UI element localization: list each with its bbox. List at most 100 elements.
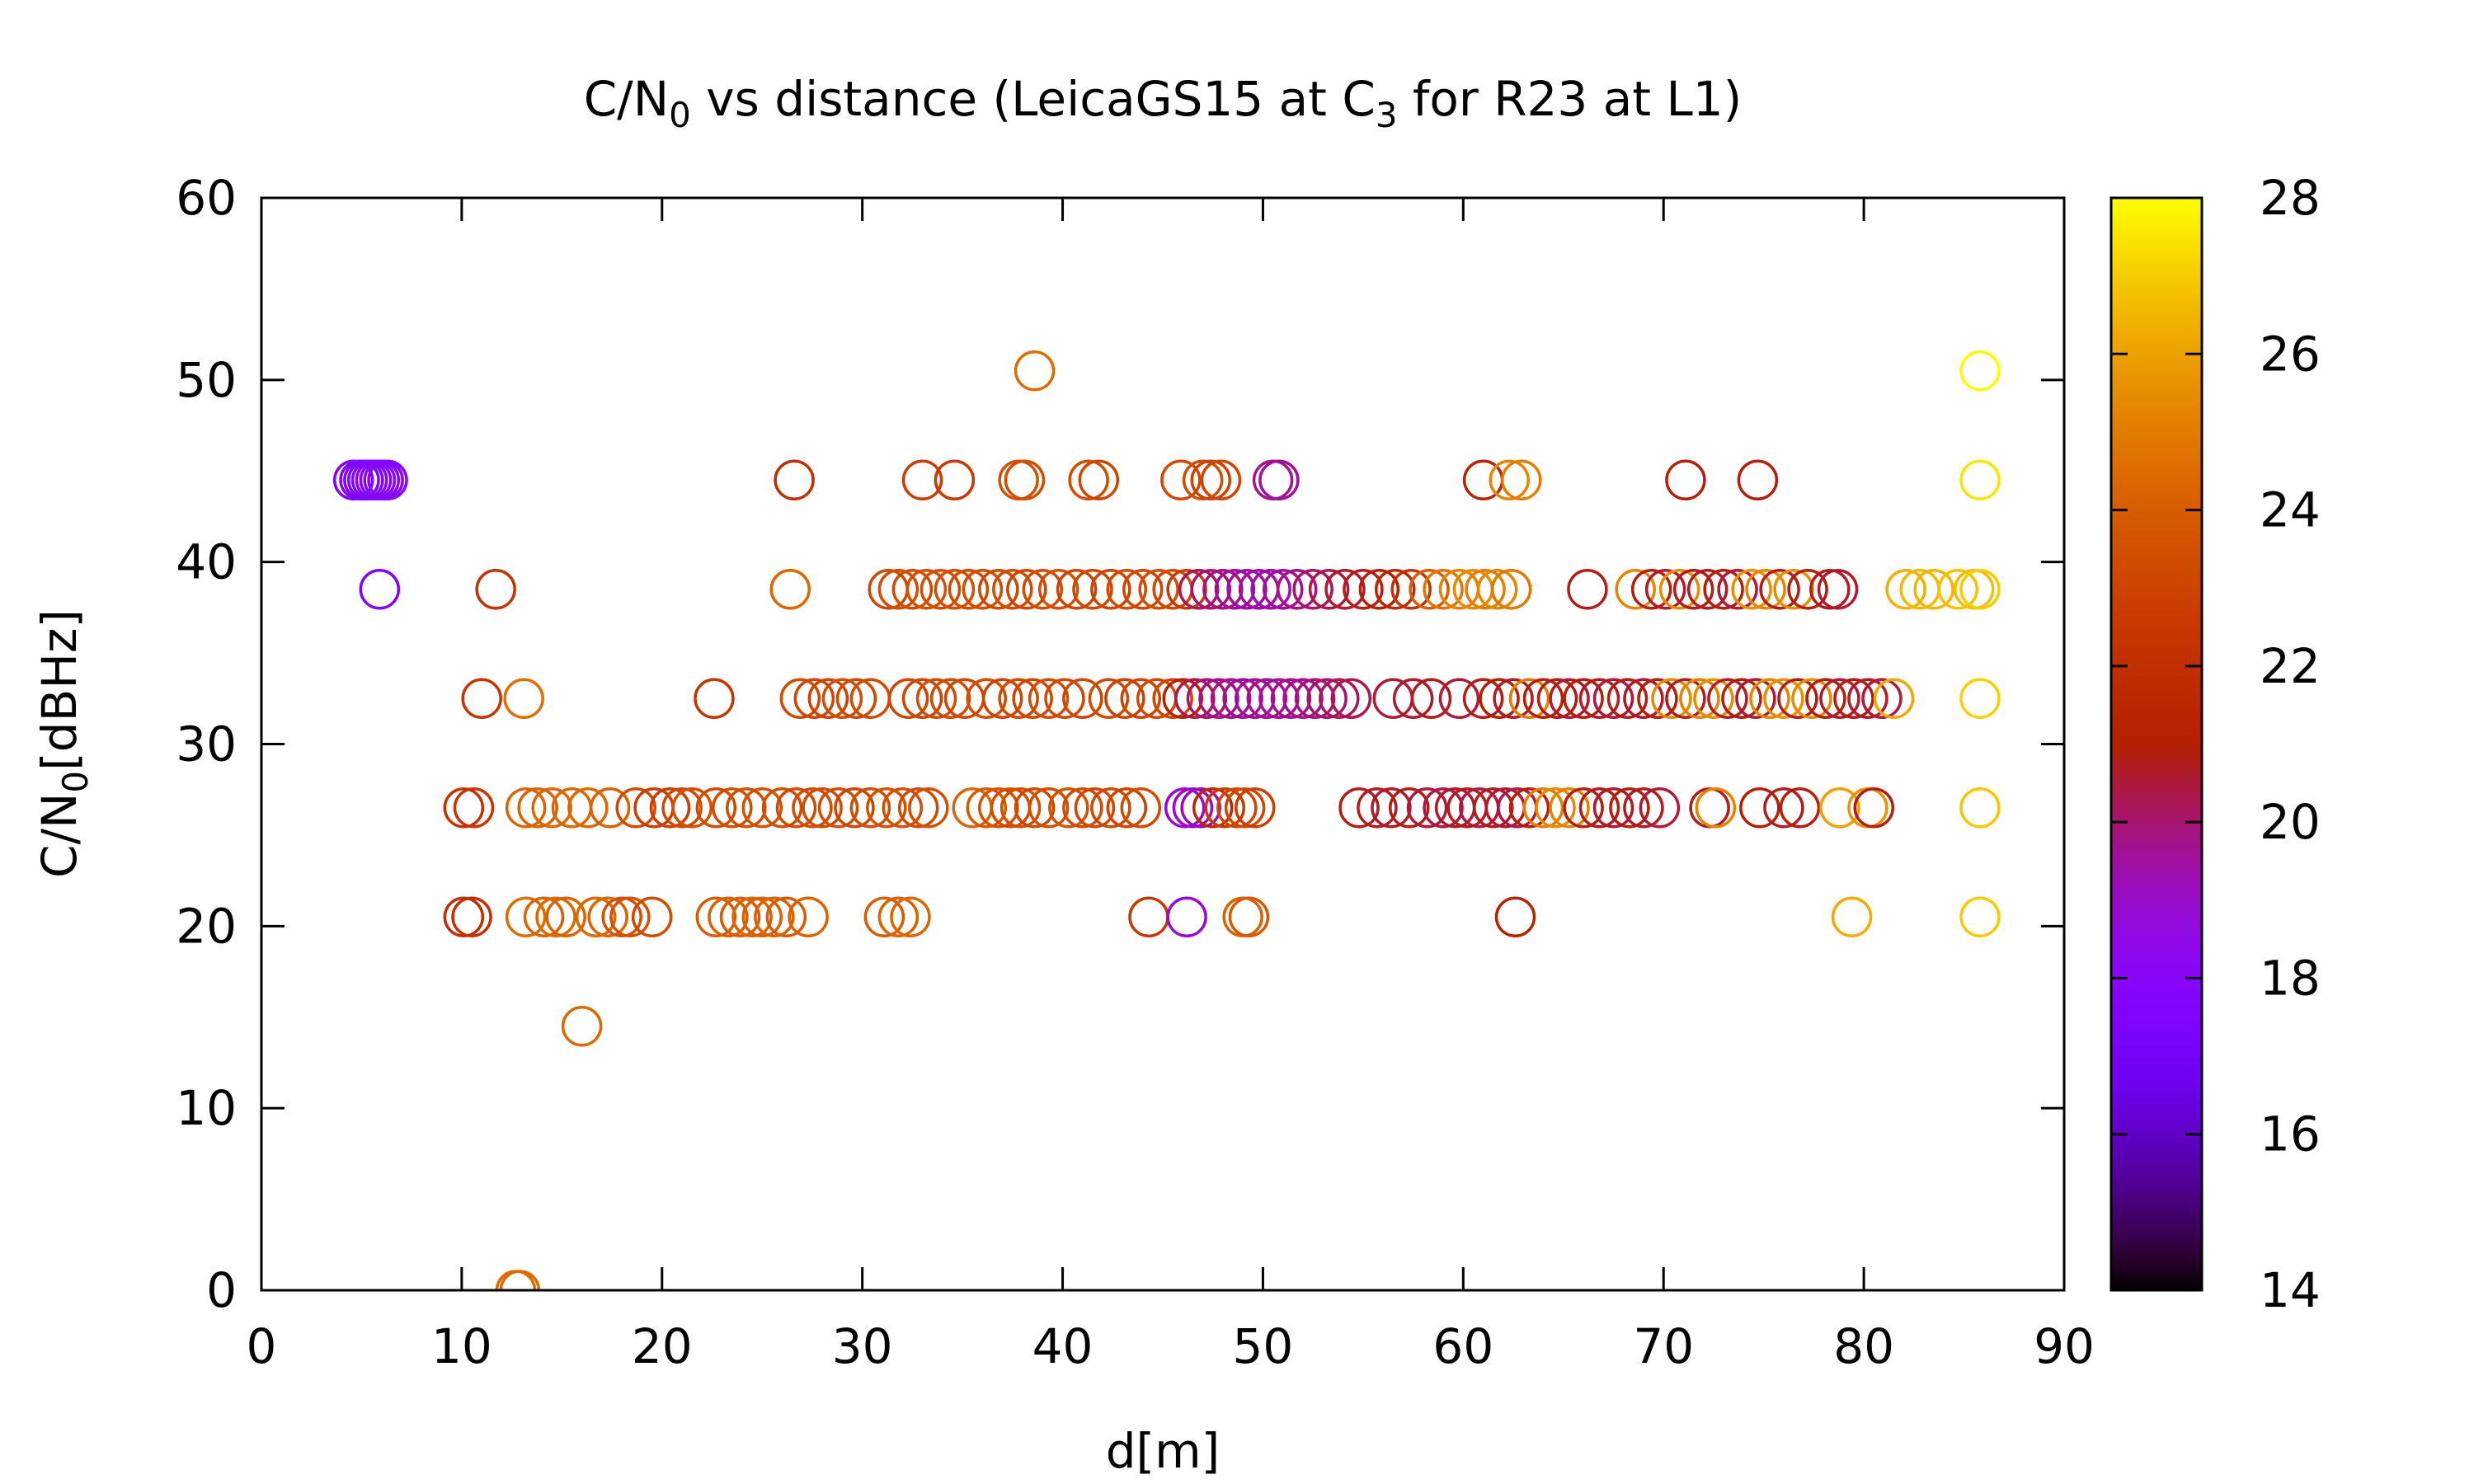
data-point — [531, 787, 572, 829]
data-point — [451, 896, 492, 938]
data-point — [962, 569, 1004, 610]
data-point — [1330, 678, 1372, 720]
y-tick-label: 10 — [176, 1080, 237, 1136]
data-point — [1707, 678, 1748, 720]
data-point — [1120, 678, 1162, 720]
data-point — [1358, 569, 1400, 610]
colorbar-tick-label: 24 — [2260, 482, 2321, 538]
data-point — [1250, 569, 1291, 610]
data-point — [1037, 569, 1079, 610]
data-point — [1639, 787, 1681, 829]
data-point — [1423, 569, 1464, 610]
data-point — [1735, 678, 1776, 720]
data-point — [1721, 678, 1762, 720]
data-point — [793, 678, 835, 720]
data-point — [1563, 678, 1604, 720]
data-points — [332, 350, 2001, 1290]
x-axis: 0 10 20 30 40 50 60 70 80 90 — [247, 198, 2095, 1374]
data-point — [695, 896, 737, 938]
data-point — [475, 569, 516, 610]
data-point — [1216, 787, 1258, 829]
data-point — [1578, 678, 1620, 720]
data-point — [461, 678, 502, 720]
data-point — [1162, 678, 1204, 720]
data-point — [671, 787, 713, 829]
data-point — [908, 787, 949, 829]
data-point — [1817, 569, 1859, 610]
plot-frame — [260, 196, 2066, 1292]
data-point — [589, 787, 631, 829]
data-point — [1703, 569, 1744, 610]
data-point — [1004, 459, 1046, 501]
data-point — [992, 569, 1033, 610]
x-tick-label: 50 — [1233, 1318, 1294, 1374]
data-point — [891, 569, 934, 610]
data-point — [1549, 678, 1590, 720]
data-point — [1214, 569, 1256, 610]
data-point — [788, 896, 829, 938]
data-point — [1959, 678, 2001, 720]
data-point — [1637, 678, 1678, 720]
data-point — [1178, 569, 1220, 610]
data-point — [1088, 678, 1130, 720]
data-point — [1014, 787, 1056, 829]
data-point — [1745, 569, 1786, 610]
data-point — [934, 569, 976, 610]
colorbar-axis: 14 16 18 20 22 24 26 28 — [2111, 170, 2321, 1318]
data-point — [1122, 569, 1164, 610]
data-point — [915, 678, 957, 720]
data-point — [561, 1006, 603, 1047]
data-point — [1318, 678, 1360, 720]
data-point — [1665, 459, 1706, 501]
data-point — [998, 678, 1039, 720]
data-point — [1357, 787, 1398, 829]
data-point — [1258, 459, 1300, 501]
data-point — [1343, 569, 1384, 610]
data-point — [499, 1270, 541, 1290]
data-point — [1200, 459, 1242, 501]
data-point — [443, 787, 485, 829]
data-point — [1006, 569, 1047, 610]
data-point — [1246, 678, 1288, 720]
data-point — [1180, 787, 1221, 829]
data-point — [1062, 678, 1103, 720]
data-point — [1128, 896, 1169, 938]
data-point — [1873, 678, 1915, 720]
data-point — [731, 896, 773, 938]
data-point — [1522, 787, 1564, 829]
x-tick-label: 0 — [247, 1318, 277, 1374]
data-point — [1410, 678, 1452, 720]
data-point — [877, 569, 920, 610]
data-point — [1012, 678, 1053, 720]
y-tick-label: 40 — [176, 534, 237, 590]
data-point — [1182, 459, 1224, 501]
data-point — [835, 678, 877, 720]
data-point — [535, 896, 576, 938]
data-point — [443, 896, 485, 938]
data-point — [1473, 787, 1514, 829]
data-point — [1028, 787, 1070, 829]
data-point — [1476, 569, 1518, 610]
data-point — [981, 678, 1023, 720]
data-point — [1809, 569, 1851, 610]
colorbar-tick-label: 16 — [2260, 1106, 2321, 1162]
data-point — [1672, 569, 1714, 610]
data-point — [517, 787, 558, 829]
data-point — [1717, 569, 1758, 610]
data-point — [1630, 569, 1672, 610]
data-point — [575, 896, 617, 938]
data-point — [1737, 459, 1779, 501]
data-point — [802, 787, 843, 829]
data-point — [1861, 678, 1903, 720]
data-point — [1959, 569, 2001, 610]
data-point — [1106, 569, 1148, 610]
data-point — [1090, 569, 1131, 610]
data-point — [775, 787, 817, 829]
data-point — [1592, 678, 1634, 720]
y-tick-label: 30 — [176, 716, 237, 773]
data-point — [905, 569, 948, 610]
data-point — [1773, 569, 1814, 610]
data-point — [1074, 787, 1116, 829]
data-point — [1160, 459, 1202, 501]
data-point — [1234, 678, 1276, 720]
